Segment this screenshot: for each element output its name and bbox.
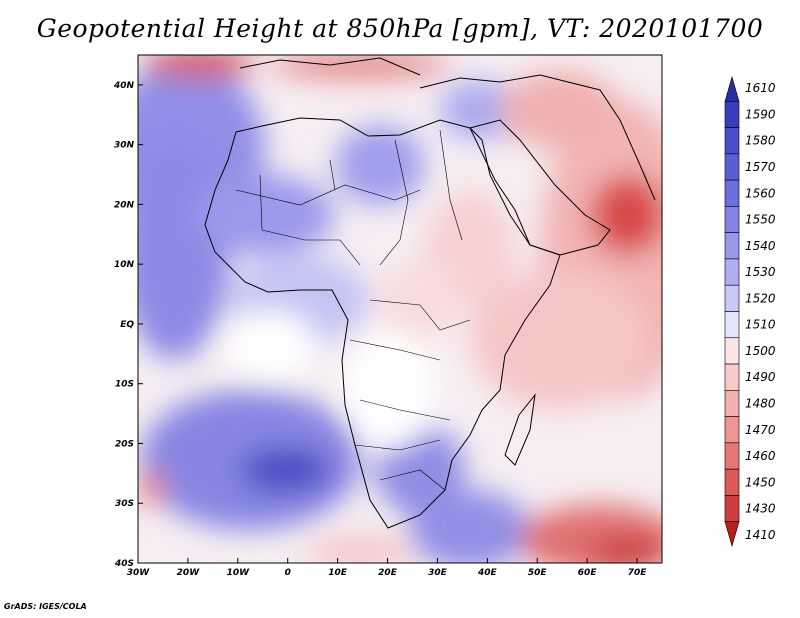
lat-label: 30S: [115, 499, 134, 509]
colorbar-swatch: [724, 232, 740, 260]
lat-label: 40S: [114, 559, 134, 569]
lon-label: 20W: [177, 568, 201, 578]
colorbar-swatch: [724, 521, 740, 548]
colorbar-swatch: [724, 284, 740, 312]
colorbar-label: 1570: [745, 160, 776, 174]
colorbar-label: 1500: [745, 344, 776, 358]
grads-credit: GrADS: IGES/COLA: [4, 602, 87, 611]
colorbar-swatch: [724, 495, 740, 523]
colorbar-swatch: [724, 311, 740, 339]
colorbar-swatch: [724, 363, 740, 391]
colorbar-label: 1580: [745, 134, 776, 148]
colorbar-label: 1560: [745, 186, 776, 200]
lon-label: 0: [285, 568, 291, 578]
chart-title: Geopotential Height at 850hPa [gpm], VT:…: [36, 14, 764, 43]
colorbar-label: 1480: [745, 396, 776, 410]
colorbar-label: 1450: [745, 475, 776, 489]
colorbar-swatch: [724, 390, 740, 417]
borders: [235, 129, 471, 491]
colorbar-label: 1430: [745, 502, 776, 516]
colorbar-swatch: [724, 258, 740, 286]
lat-label: 10N: [114, 260, 135, 270]
colorbar-swatch: [724, 179, 740, 207]
lat-label: 20N: [114, 200, 135, 210]
colorbar-label: 1510: [745, 318, 776, 332]
colorbar-swatch: [724, 442, 740, 470]
lon-label: 50E: [528, 568, 548, 578]
colorbar-label: 1460: [745, 449, 776, 463]
colorbar: 1610 1590 1580 1570 1560 1550 1540 1530 1520 1510…: [724, 75, 776, 548]
lon-label: 30E: [428, 568, 448, 578]
colorbar-label: 1490: [745, 370, 776, 384]
colorbar-swatch: [724, 153, 740, 181]
coastlines: [204, 57, 656, 529]
colorbar-swatch: [724, 337, 740, 365]
colorbar-swatch: [724, 75, 740, 102]
lat-label: 10S: [115, 380, 134, 390]
colorbar-label: 1590: [745, 107, 776, 121]
colorbar-swatch: [724, 468, 740, 496]
colorbar-label: 1530: [745, 265, 776, 279]
lon-label: 60E: [578, 568, 598, 578]
colorbar-swatch: [724, 127, 740, 155]
lon-label: 10E: [328, 568, 348, 578]
lon-label: 20E: [378, 568, 398, 578]
colorbar-swatch: [724, 100, 740, 128]
colorbar-label: 1470: [745, 423, 776, 437]
colorbar-label: 1410: [745, 528, 776, 542]
lat-label: 30N: [114, 141, 135, 151]
colorbar-label: 1610: [745, 81, 776, 95]
lon-label: 30W: [127, 568, 151, 578]
lon-label: 70E: [628, 568, 648, 578]
colorbar-label: 1540: [745, 239, 776, 253]
colorbar-label: 1550: [745, 213, 776, 227]
lon-label: 40E: [477, 568, 498, 578]
lat-label: 40N: [113, 81, 135, 91]
lon-label: 10W: [227, 568, 251, 578]
colorbar-swatch: [724, 206, 740, 233]
map-axes: 30W 20W 10W 0 10E 20E 30E 40E 50E 60E 70E 40N 30N 20N…: [113, 54, 663, 578]
colorbar-swatch: [724, 416, 740, 444]
lat-label: 20S: [115, 439, 134, 449]
height-field: [138, 55, 662, 563]
colorbar-label: 1520: [745, 291, 776, 305]
lat-label: EQ: [120, 320, 134, 330]
